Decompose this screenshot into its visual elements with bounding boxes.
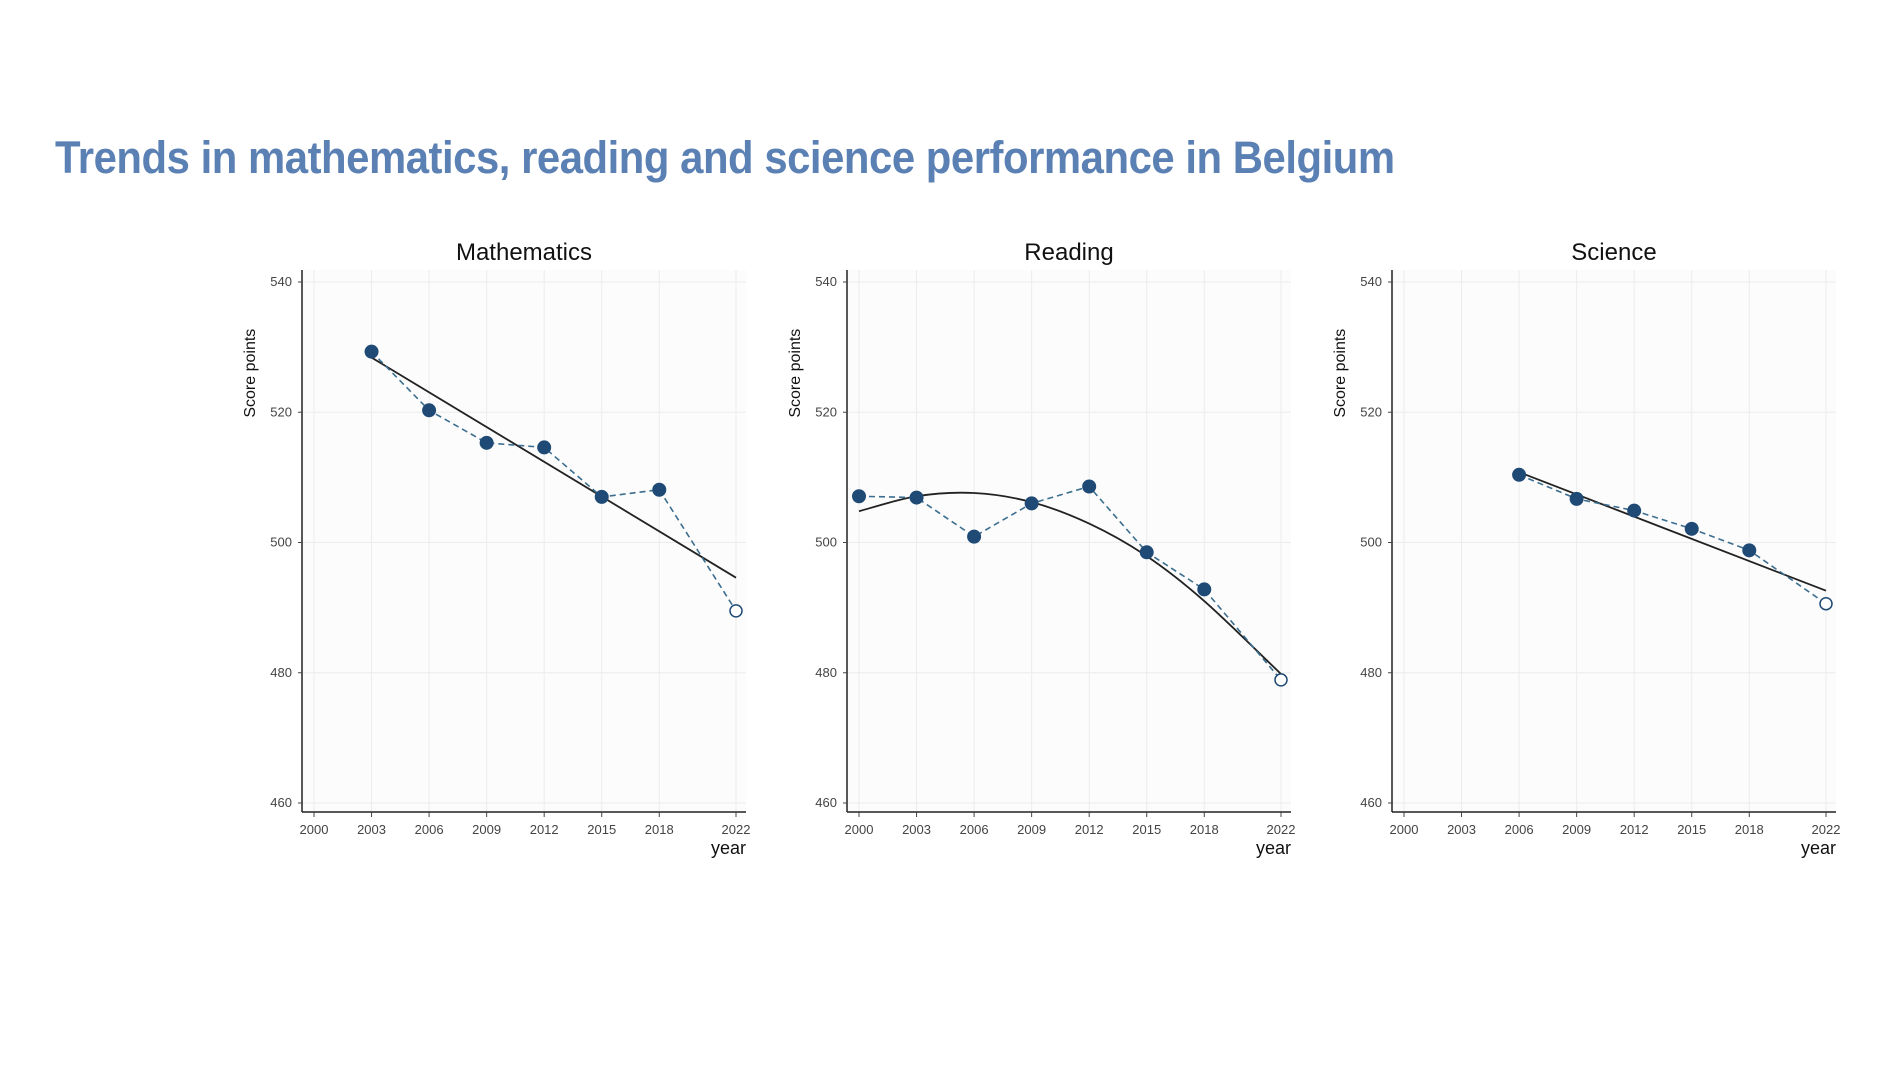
panel-title: Science <box>1571 239 1656 266</box>
panel-title: Reading <box>1024 239 1113 266</box>
y-tick-label: 500 <box>1360 535 1382 550</box>
y-tick-label: 460 <box>815 795 837 810</box>
data-point <box>909 490 924 505</box>
data-point-hollow <box>1819 596 1833 611</box>
y-tick-label: 480 <box>815 665 837 680</box>
x-axis-label: year <box>1256 838 1291 858</box>
observed-line <box>858 485 1282 681</box>
data-point <box>1684 521 1699 536</box>
x-tick-label: 2012 <box>530 822 559 837</box>
x-tick-label: 2006 <box>960 822 989 837</box>
data-point <box>1024 496 1039 511</box>
data-point <box>652 482 667 497</box>
data-point <box>852 489 866 504</box>
data-point <box>594 489 609 504</box>
data-point <box>1197 582 1212 597</box>
x-tick-label: 2000 <box>1390 822 1419 837</box>
y-tick-label: 480 <box>270 665 292 680</box>
y-tick-label: 520 <box>270 404 292 419</box>
y-axis-label: Score points <box>242 329 259 418</box>
x-tick-label: 2022 <box>722 822 751 837</box>
data-point <box>1742 543 1757 558</box>
x-tick-label: 2015 <box>1132 822 1161 837</box>
observed-line <box>1518 474 1827 605</box>
x-tick-label: 2022 <box>1267 822 1296 837</box>
y-axis-label: Score points <box>787 329 804 418</box>
data-point <box>479 435 494 450</box>
x-tick-label: 2003 <box>902 822 931 837</box>
y-tick-label: 480 <box>1360 665 1382 680</box>
x-tick-label: 2018 <box>645 822 674 837</box>
chart-panel-science: 460 480 500 520 540 2000 2003 2006 2009 2012 2015 2… <box>1332 239 1840 858</box>
x-tick-label: 2009 <box>1017 822 1046 837</box>
y-tick-label: 500 <box>815 535 837 550</box>
data-point <box>537 440 552 455</box>
y-tick-label: 500 <box>270 535 292 550</box>
data-point <box>422 403 437 418</box>
x-tick-label: 2015 <box>587 822 616 837</box>
y-tick-label: 460 <box>1360 795 1382 810</box>
x-tick-label: 2022 <box>1812 822 1841 837</box>
x-tick-label: 2018 <box>1735 822 1764 837</box>
y-tick-label: 520 <box>1360 404 1382 419</box>
chart-panel-mathematics: 460 480 500 520 540 2000 2003 2006 2009 2012 2015 2… <box>242 239 750 858</box>
data-point <box>1139 545 1154 560</box>
data-point <box>1569 491 1584 506</box>
chart-panel-reading: 460 480 500 520 540 2000 2003 2006 2009 2012 2015 2… <box>787 239 1295 858</box>
trend-line <box>858 491 1282 675</box>
slide-title: Trends in mathematics, reading and scien… <box>55 132 1395 183</box>
panel-title: Mathematics <box>456 239 592 266</box>
x-tick-label: 2006 <box>415 822 444 837</box>
x-tick-label: 2006 <box>1505 822 1534 837</box>
x-tick-label: 2000 <box>300 822 329 837</box>
y-tick-label: 460 <box>270 795 292 810</box>
x-tick-label: 2009 <box>472 822 501 837</box>
x-axis-label: year <box>711 838 746 858</box>
y-tick-label: 520 <box>815 404 837 419</box>
plot-background <box>1392 270 1836 812</box>
y-axis-label: Score points <box>1332 329 1349 418</box>
trend-line <box>1518 471 1827 592</box>
x-tick-label: 2000 <box>845 822 874 837</box>
plot-background <box>847 270 1291 812</box>
data-point-hollow <box>729 604 743 618</box>
x-tick-label: 2009 <box>1562 822 1591 837</box>
y-tick-label: 540 <box>1360 274 1382 289</box>
y-tick-label: 540 <box>270 274 292 289</box>
y-tick-label: 540 <box>815 274 837 289</box>
x-tick-label: 2003 <box>357 822 386 837</box>
data-point <box>1512 467 1527 482</box>
data-point <box>1082 479 1097 494</box>
trend-line <box>371 356 737 579</box>
data-point <box>967 529 982 544</box>
x-tick-label: 2018 <box>1190 822 1219 837</box>
x-tick-label: 2012 <box>1075 822 1104 837</box>
x-tick-label: 2015 <box>1677 822 1706 837</box>
x-tick-label: 2003 <box>1447 822 1476 837</box>
x-tick-label: 2012 <box>1620 822 1649 837</box>
data-point <box>364 344 379 359</box>
data-point <box>1627 503 1642 518</box>
x-axis-label: year <box>1801 838 1836 858</box>
data-point-hollow <box>1274 673 1288 687</box>
